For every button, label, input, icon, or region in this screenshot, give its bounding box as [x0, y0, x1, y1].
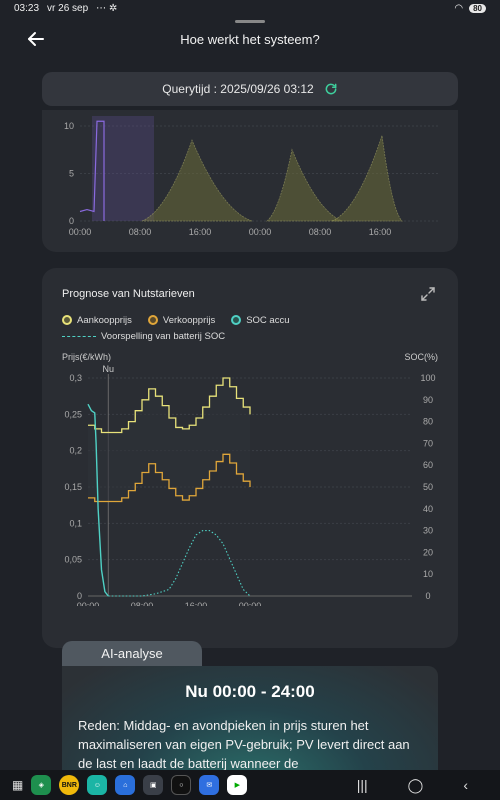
series-line-soc-forecast — [108, 530, 251, 597]
ai-heading: Nu 00:00 - 24:00 — [185, 682, 315, 701]
legend-item-sell[interactable]: Verkoopprijs — [147, 314, 216, 326]
y2-tick-label: 90 — [423, 395, 433, 405]
y2-tick-label: 100 — [420, 373, 435, 383]
notification-icons: ⋯ ✲ — [96, 2, 118, 14]
query-time-bar: Querytijd : 2025/09/26 03:12 — [42, 72, 458, 106]
tariff-forecast-card: Prognose van Nutstarieven Aankoopprijs V… — [42, 268, 458, 648]
refresh-button[interactable] — [324, 82, 338, 96]
y-tick-label: 0,05 — [64, 555, 82, 565]
y2-tick-label: 30 — [423, 526, 433, 536]
app-icon-home[interactable]: ⌂ — [115, 775, 136, 795]
expand-button[interactable] — [420, 286, 436, 302]
production-chart-card: 0 5 10 00:00 08:00 16:00 00:00 08:00 16:00 — [42, 110, 458, 252]
recent-apps-button[interactable]: ||| — [356, 776, 368, 793]
page-title: Hoe werkt het systeem? — [180, 31, 320, 47]
tariff-chart: Prijs(€/kWh) SOC(%) 0 0,05 0,1 0,15 0,2 0,25 0,3… — [62, 352, 439, 606]
legend-dash — [62, 335, 96, 337]
series-line-soc — [87, 403, 109, 597]
y-tick-label: 0 — [77, 591, 82, 601]
x-tick-label: 08:00 — [129, 227, 152, 237]
area-series — [331, 135, 403, 222]
app-icon-circle[interactable]: ○ — [171, 775, 192, 795]
legend-label: Aankoopprijs — [77, 314, 132, 326]
ai-analysis-card: Nu 00:00 - 24:00 Reden: Middag- en avond… — [62, 666, 438, 786]
arrow-left-icon — [28, 32, 44, 46]
drag-handle[interactable] — [235, 20, 265, 23]
legend-item-soc[interactable]: SOC accu — [231, 314, 290, 326]
legend-dot — [62, 315, 72, 325]
ai-analysis-tab[interactable]: AI-analyse — [62, 641, 202, 667]
legend-label: Voorspelling van batterij SOC — [101, 330, 226, 342]
y2-tick-label: 40 — [423, 504, 433, 514]
now-marker-label: Nu — [102, 364, 114, 374]
app-icon-teal[interactable]: ☺ — [87, 775, 108, 795]
area-series — [265, 148, 343, 222]
y-tick-label: 0,2 — [69, 446, 82, 456]
y2-axis-title: SOC(%) — [405, 352, 439, 362]
app-icon-green[interactable]: ◈ — [31, 775, 52, 795]
status-bar: 03:23 vr 26 sep ⋯ ✲ ◠ 80 — [0, 0, 500, 16]
y2-tick-label: 0 — [425, 591, 430, 601]
x-tick-label: 16:00 — [185, 601, 208, 606]
x-tick-label: 16:00 — [369, 227, 392, 237]
x-tick-label: 00:00 — [77, 601, 100, 606]
app-icon-messages[interactable]: ✉ — [199, 775, 220, 795]
card-title: Prognose van Nutstarieven — [62, 288, 195, 300]
series-line — [79, 120, 105, 221]
y-tick-label: 0 — [69, 216, 74, 226]
y-tick-label: 5 — [69, 169, 74, 179]
y-tick-label: 0,15 — [64, 482, 82, 492]
legend-label: Verkoopprijs — [162, 314, 216, 326]
legend-label: SOC accu — [246, 314, 290, 326]
y-tick-label: 0,25 — [64, 409, 82, 419]
production-chart: 0 5 10 00:00 08:00 16:00 00:00 08:00 16:00 — [64, 116, 438, 237]
status-date: vr 26 sep — [47, 2, 89, 14]
ai-text: Reden: Middag- en avondpieken in prijs s… — [78, 718, 410, 771]
legend-dot — [231, 315, 242, 325]
back-button[interactable] — [24, 27, 48, 51]
x-tick-label: 16:00 — [189, 227, 212, 237]
shaded-region — [92, 116, 154, 221]
legend-dot — [147, 315, 158, 325]
y2-tick-label: 80 — [423, 417, 433, 427]
series-line-Aankoopprijs — [88, 377, 251, 434]
legend-item-buy[interactable]: Aankoopprijs — [62, 315, 132, 326]
y2-tick-label: 50 — [423, 482, 433, 492]
apps-grid-icon[interactable]: ▦ — [12, 778, 24, 792]
y2-tick-label: 20 — [423, 547, 433, 557]
y2-tick-label: 60 — [423, 460, 433, 470]
wifi-icon: ◠ — [454, 2, 464, 14]
header: Hoe werkt het systeem? — [0, 22, 500, 56]
home-button[interactable]: ◯ — [407, 776, 424, 793]
area-series — [141, 139, 253, 222]
expand-icon — [421, 287, 435, 301]
x-tick-label: 00:00 — [249, 227, 272, 237]
y-tick-label: 10 — [64, 121, 74, 131]
navigation-bar: ▦ ◈ BNR ☺ ⌂ ▣ ○ ✉ ▶ ||| ◯ ‹ — [0, 770, 500, 800]
x-tick-label: 00:00 — [239, 601, 262, 606]
y-tick-label: 0,1 — [69, 518, 82, 528]
x-tick-label: 08:00 — [309, 227, 332, 237]
y2-tick-label: 70 — [423, 438, 433, 448]
legend-item-soc-forecast[interactable]: Voorspelling van batterij SOC — [62, 331, 225, 342]
app-icon-gallery[interactable]: ▣ — [143, 775, 164, 795]
chart-legend: Aankoopprijs Verkoopprijs SOC accu Voors… — [62, 312, 300, 344]
series-line-Verkoopprijs — [88, 453, 251, 503]
refresh-icon — [325, 83, 337, 95]
app-icon-play-store[interactable]: ▶ — [227, 775, 248, 795]
battery-icon: 80 — [469, 3, 486, 13]
x-tick-label: 00:00 — [69, 227, 92, 237]
y-axis-title: Prijs(€/kWh) — [62, 352, 111, 362]
app-icon-bnr[interactable]: BNR — [59, 775, 80, 795]
status-time: 03:23 — [14, 2, 40, 14]
query-time-label: Querytijd : 2025/09/26 03:12 — [162, 82, 314, 96]
y-tick-label: 0,3 — [69, 373, 82, 383]
back-nav-button[interactable]: ‹ — [463, 776, 468, 793]
x-tick-label: 08:00 — [131, 601, 154, 606]
y2-tick-label: 10 — [423, 569, 433, 579]
